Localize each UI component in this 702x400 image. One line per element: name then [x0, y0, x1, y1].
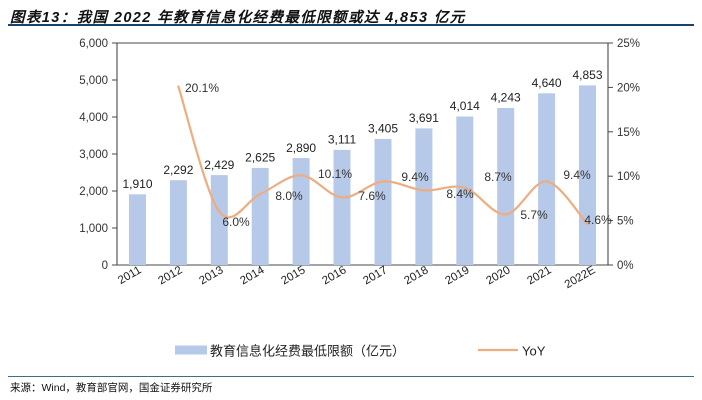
svg-text:2,625: 2,625	[245, 151, 275, 165]
svg-text:2020: 2020	[484, 264, 512, 287]
svg-text:2019: 2019	[443, 264, 471, 287]
svg-text:20.1%: 20.1%	[185, 81, 219, 95]
svg-text:15%: 15%	[617, 127, 640, 139]
svg-text:1,910: 1,910	[122, 177, 152, 191]
svg-text:4,000: 4,000	[79, 112, 108, 124]
svg-text:4,243: 4,243	[491, 91, 521, 105]
svg-text:8.7%: 8.7%	[484, 170, 512, 184]
svg-text:8.0%: 8.0%	[275, 189, 303, 203]
svg-text:2016: 2016	[320, 264, 348, 287]
svg-text:25%: 25%	[617, 38, 640, 50]
svg-text:2014: 2014	[238, 264, 267, 287]
svg-text:4,640: 4,640	[532, 76, 562, 90]
svg-text:7.6%: 7.6%	[358, 189, 386, 203]
svg-text:5.7%: 5.7%	[520, 208, 548, 222]
svg-text:0%: 0%	[617, 260, 634, 272]
svg-text:5%: 5%	[617, 216, 634, 228]
svg-text:2011: 2011	[116, 264, 143, 287]
svg-text:2015: 2015	[279, 264, 307, 287]
svg-text:2021: 2021	[525, 264, 553, 287]
svg-text:2017: 2017	[361, 264, 389, 287]
svg-text:教育信息化经费最低限额（亿元）: 教育信息化经费最低限额（亿元）	[210, 344, 405, 359]
svg-text:2,000: 2,000	[79, 186, 108, 198]
svg-text:8.4%: 8.4%	[446, 187, 474, 201]
svg-text:20%: 20%	[617, 82, 640, 94]
svg-text:4.6%: 4.6%	[584, 213, 612, 227]
svg-text:2012: 2012	[156, 264, 184, 287]
svg-text:6,000: 6,000	[79, 38, 108, 50]
svg-text:10%: 10%	[617, 171, 640, 183]
svg-text:2013: 2013	[197, 264, 225, 287]
svg-text:YoY: YoY	[522, 344, 546, 359]
svg-text:2,890: 2,890	[286, 141, 316, 155]
svg-text:9.4%: 9.4%	[401, 170, 429, 184]
svg-text:4,014: 4,014	[450, 99, 480, 113]
svg-text:6.0%: 6.0%	[222, 215, 250, 229]
svg-text:3,000: 3,000	[79, 149, 108, 161]
svg-text:9.4%: 9.4%	[563, 168, 591, 182]
svg-text:5,000: 5,000	[79, 75, 108, 87]
svg-text:2,292: 2,292	[163, 163, 193, 177]
svg-text:3,691: 3,691	[409, 111, 439, 125]
svg-text:3,111: 3,111	[328, 133, 357, 147]
svg-text:2,429: 2,429	[204, 158, 234, 172]
svg-text:10.1%: 10.1%	[318, 167, 352, 181]
svg-text:4,853: 4,853	[572, 68, 602, 82]
svg-text:2018: 2018	[402, 264, 430, 287]
svg-text:2022E: 2022E	[563, 264, 598, 291]
svg-text:1,000: 1,000	[79, 223, 108, 235]
svg-text:3,405: 3,405	[368, 122, 398, 136]
svg-text:0: 0	[102, 260, 108, 272]
